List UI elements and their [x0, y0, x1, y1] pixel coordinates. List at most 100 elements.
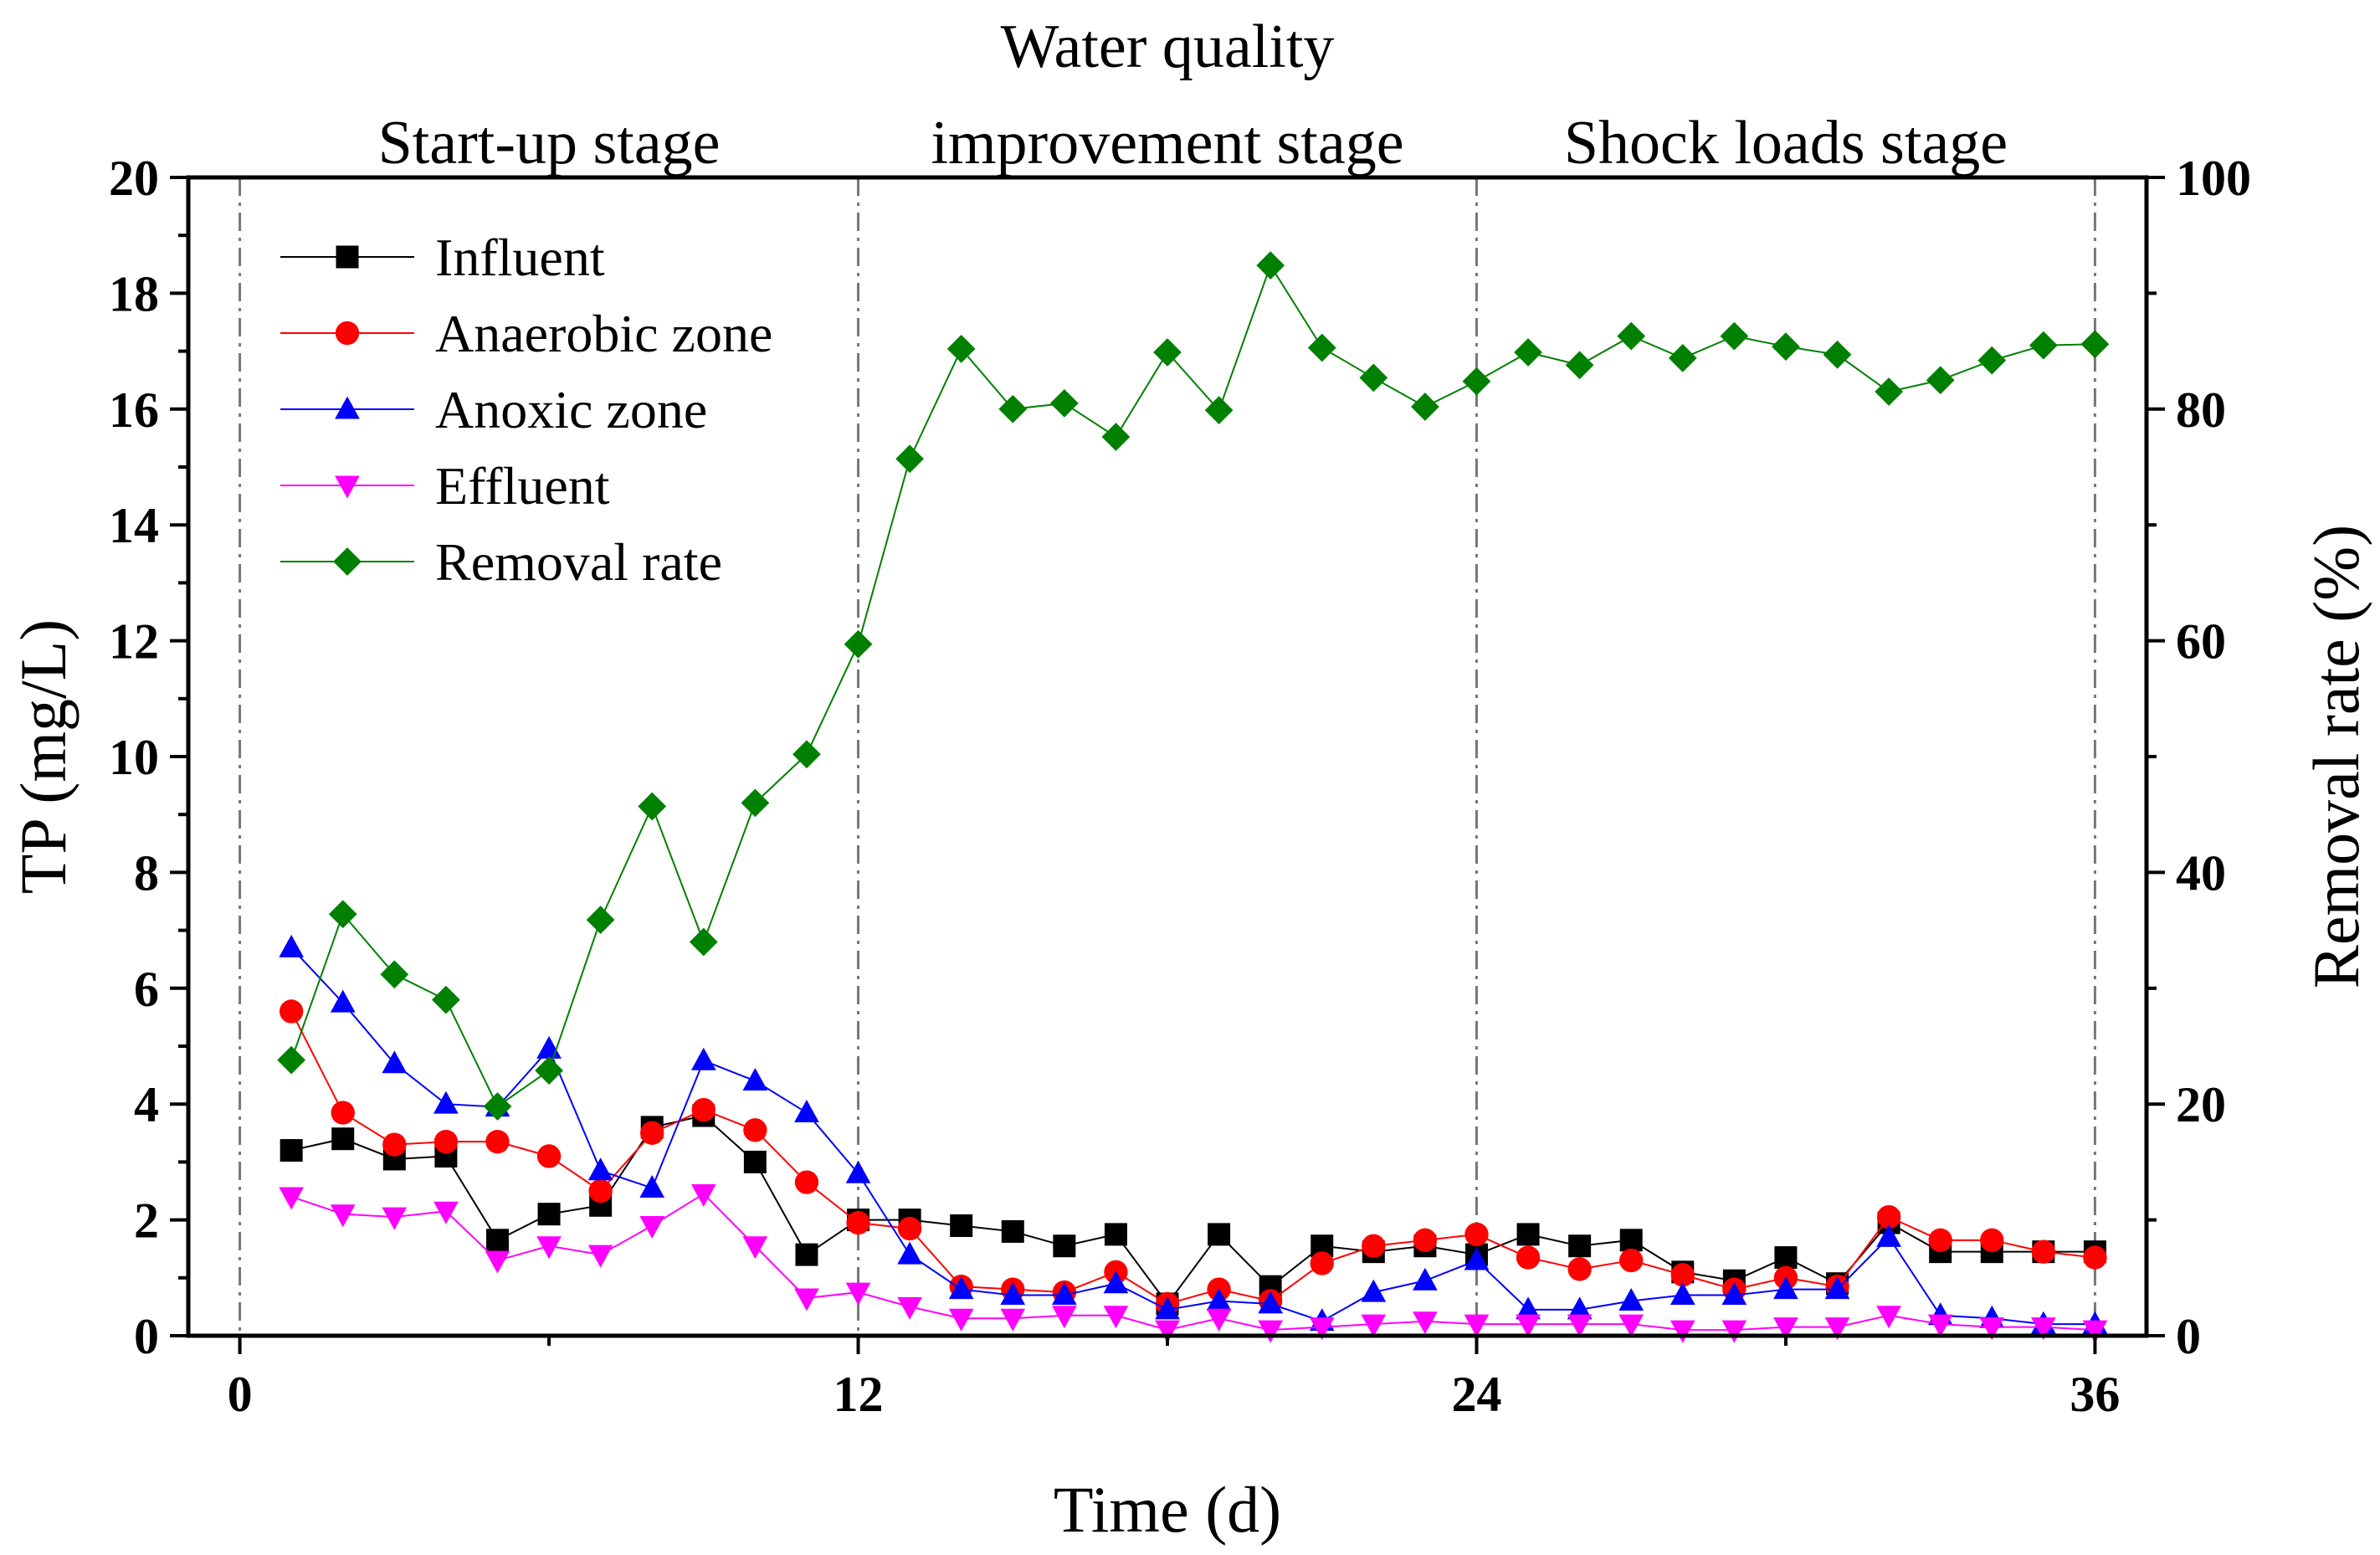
removal-rate-point [844, 629, 873, 659]
anoxic-zone-line [290, 947, 2095, 1326]
influent-point [1053, 1234, 1076, 1258]
removal-rate-point [586, 906, 615, 935]
removal-rate-point [1153, 338, 1182, 367]
x-tick-label: 12 [834, 1367, 884, 1422]
anoxic-zone-point [1773, 1276, 1798, 1300]
influent-point [1208, 1223, 1231, 1246]
anaerobic-zone-point [1670, 1263, 1695, 1287]
anaerobic-zone-point [2083, 1245, 2107, 1270]
y-tick-label: 6 [134, 962, 159, 1017]
influent-point [1001, 1219, 1024, 1243]
influent-point [280, 1139, 303, 1162]
effluent-point [794, 1288, 819, 1311]
removal-rate-point [1101, 423, 1131, 451]
stage-label: Shock loads stage [1564, 109, 2008, 177]
stage-label: Start-up stage [378, 109, 721, 177]
removal-rate-point [483, 1092, 512, 1121]
anoxic-zone-point [794, 1100, 819, 1123]
effluent-point [279, 1187, 305, 1210]
removal-rate-point [1565, 351, 1594, 380]
anoxic-zone-point [1670, 1282, 1695, 1306]
legend-label: Anaerobic zone [435, 304, 772, 363]
legend-item-removal-rate: Removal rate [280, 532, 722, 592]
legend-item-effluent: Effluent [280, 456, 610, 516]
anoxic-zone-point [1206, 1287, 1232, 1311]
right-y-axis: 0 20 40 60 80 100 [2147, 151, 2251, 1364]
x-tick-label: 36 [2070, 1367, 2120, 1422]
y-axis-title: TP (mg/L) [7, 619, 80, 895]
anaerobic-zone-point [1464, 1222, 1489, 1247]
y-tick-label: 20 [109, 151, 159, 206]
x-axis-title: Time (d) [1054, 1473, 1281, 1546]
effluent-point [2030, 1317, 2056, 1341]
effluent-point [433, 1201, 459, 1224]
influent-line [290, 1114, 2095, 1306]
legend-item-anoxic-zone: Anoxic zone [280, 380, 707, 439]
effluent-point [1258, 1320, 1284, 1343]
removal-rate-point [1462, 367, 1491, 396]
removal-rate-point [1307, 333, 1336, 362]
effluent-point [2082, 1320, 2108, 1343]
anoxic-zone-point [1413, 1267, 1438, 1291]
anoxic-zone-point [330, 989, 356, 1013]
anaerobic-zone-point [640, 1121, 664, 1145]
legend-label: Influent [435, 228, 605, 287]
effluent-point [690, 1183, 716, 1207]
effluent-point [1309, 1317, 1335, 1341]
anoxic-zone-point [1876, 1224, 1901, 1247]
series-effluent [279, 1183, 2108, 1343]
anaerobic-zone-point [485, 1130, 510, 1154]
removal-rate-point [638, 792, 667, 821]
x-tick-label: 0 [228, 1367, 253, 1422]
x-axis: 0 12 24 36 [228, 1336, 2120, 1422]
effluent-point [1927, 1314, 1953, 1337]
anaerobic-zone-point [433, 1130, 459, 1154]
removal-rate-point [535, 1056, 563, 1085]
removal-rate-point [1720, 321, 1749, 351]
effluent-point [1721, 1320, 1747, 1343]
y-tick-label: 14 [109, 498, 159, 553]
stage-label: Water quality [1001, 13, 1335, 81]
anaerobic-zone-point [1362, 1234, 1386, 1258]
anoxic-zone-point [1464, 1247, 1490, 1270]
removal-rate-point [1617, 321, 1646, 351]
anoxic-zone-point [1155, 1296, 1180, 1320]
effluent-point [1670, 1320, 1695, 1343]
y2-tick-label: 20 [2176, 1077, 2226, 1132]
effluent-point [1773, 1317, 1798, 1341]
anaerobic-zone-point [2031, 1239, 2056, 1264]
series-layer [277, 251, 2110, 1343]
anoxic-zone-point [1361, 1279, 1387, 1302]
removal-rate-point [380, 960, 409, 989]
removal-rate-point [1049, 389, 1079, 418]
anaerobic-zone-point [1567, 1257, 1592, 1281]
anaerobic-zone-point [743, 1118, 767, 1142]
effluent-point [1051, 1306, 1077, 1329]
legend-label: Effluent [435, 456, 610, 516]
anoxic-zone-point [1567, 1296, 1593, 1320]
effluent-point [1103, 1306, 1129, 1329]
y2-axis-title: Removal rate (%) [2300, 525, 2372, 988]
removal-rate-point [1411, 393, 1439, 421]
legend-marker [335, 475, 360, 499]
removal-rate-point [1514, 338, 1542, 367]
influent-point [1568, 1234, 1592, 1258]
y-tick-label: 8 [134, 845, 159, 901]
legend: Influent Anaerobic zone Anoxic zone Effluen… [280, 228, 772, 592]
influent-point [743, 1150, 767, 1173]
removal-rate-point [792, 740, 821, 769]
anaerobic-zone-point [846, 1210, 870, 1235]
anoxic-zone-point [690, 1047, 716, 1070]
removal-rate-point [998, 394, 1028, 423]
influent-point [331, 1127, 355, 1151]
removal-rate-point [2080, 330, 2110, 359]
influent-point [1516, 1223, 1540, 1246]
anaerobic-zone-point [382, 1132, 407, 1157]
effluent-point [1618, 1314, 1644, 1337]
anoxic-zone-point [587, 1157, 613, 1181]
removal-rate-point [328, 900, 357, 929]
removal-rate-point [2029, 331, 2058, 360]
anaerobic-zone-point [1928, 1228, 1952, 1252]
left-y-axis: 0 2 4 6 8 10 12 14 16 18 20 [109, 151, 188, 1364]
removal-rate-point [1359, 363, 1388, 393]
